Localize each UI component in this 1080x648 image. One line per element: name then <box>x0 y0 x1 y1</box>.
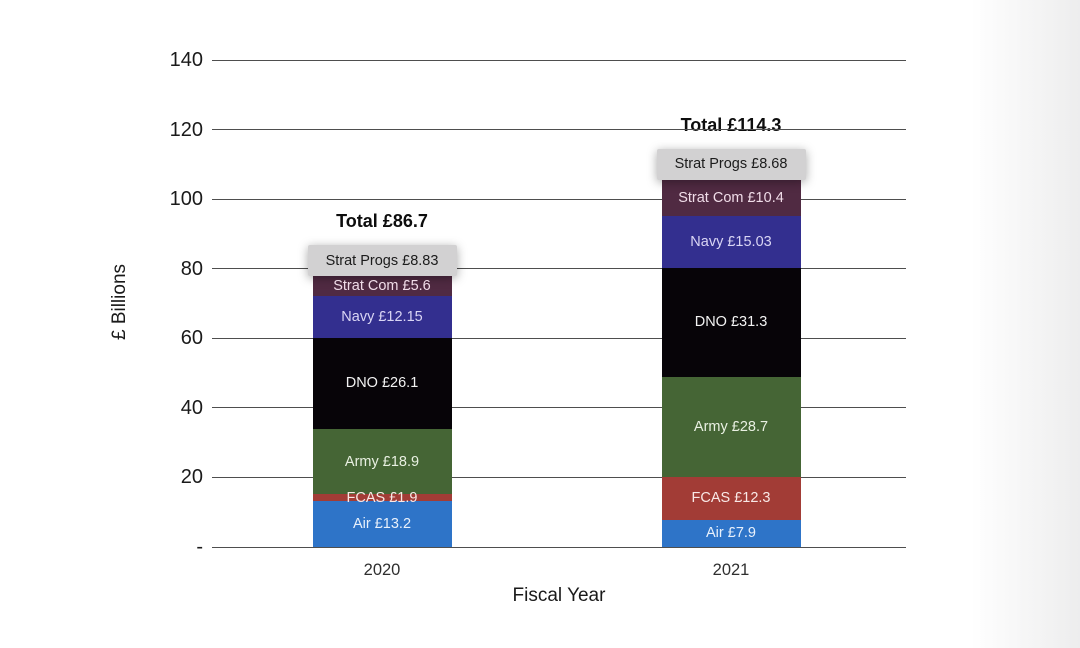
bar-segment-label: FCAS £1.9 <box>346 489 418 506</box>
bar-segment: Navy £15.03 <box>661 215 801 269</box>
bar-segment: FCAS £1.9 <box>312 490 452 506</box>
gridline <box>212 129 906 131</box>
bar-segment: Army £18.9 <box>312 428 452 495</box>
bar-segment-label: Army £18.9 <box>344 453 420 470</box>
bar-segment: Strat Progs £8.83 <box>307 245 457 277</box>
bar-segment: Strat Progs £8.68 <box>656 149 806 180</box>
gridline <box>212 268 906 270</box>
x-tick-label: 2021 <box>712 561 750 579</box>
bar-segment: Army £28.7 <box>661 376 801 477</box>
bar-segment-label: Strat Progs £8.68 <box>674 156 788 173</box>
gridline <box>212 198 906 200</box>
bar-segment-label: Navy £12.15 <box>341 308 423 325</box>
total-label: Total £86.7 <box>336 211 428 232</box>
bar-segment-label: Navy £15.03 <box>690 233 772 250</box>
x-tick-label: 2020 <box>363 561 401 579</box>
y-tick-label: 120 <box>169 118 203 141</box>
bar-segment-label: Army £28.7 <box>693 418 769 435</box>
y-tick-label: 60 <box>180 327 203 350</box>
x-axis-title: Fiscal Year <box>512 585 606 606</box>
bar-segment: FCAS £12.3 <box>661 476 801 520</box>
y-tick-label: 20 <box>180 466 203 489</box>
bar-segment: Strat Com £10.4 <box>661 179 801 216</box>
bar-segment-label: FCAS £12.3 <box>691 490 771 507</box>
bar-segment: Air £13.2 <box>312 501 452 547</box>
y-tick-label: 40 <box>180 396 203 419</box>
bar-segment-label: DNO £31.3 <box>694 314 768 331</box>
y-tick-label: 100 <box>169 188 203 211</box>
y-tick-label: 140 <box>169 49 203 71</box>
gridline <box>212 59 906 61</box>
gridline <box>212 337 906 339</box>
bar-segment-label: Strat Com £5.6 <box>333 277 431 294</box>
gridline <box>212 546 906 548</box>
y-tick-label: - <box>196 536 203 558</box>
bar-segment: DNO £31.3 <box>661 268 801 377</box>
bar-segment: DNO £26.1 <box>312 337 452 429</box>
bar-segment: Strat Com £5.6 <box>312 276 452 296</box>
bar-segment-label: Strat Progs £8.83 <box>325 252 439 269</box>
right-edge-fade <box>970 0 1080 648</box>
bar-segment-label: Strat Com £10.4 <box>678 189 784 206</box>
bar-segment: Navy £12.15 <box>312 295 452 338</box>
bar-segment-label: DNO £26.1 <box>345 375 419 392</box>
bar-segment: Air £7.9 <box>661 519 801 547</box>
y-axis-title: £ Billions <box>109 263 130 341</box>
bar-segment-label: Air £7.9 <box>706 525 756 542</box>
y-tick-label: 80 <box>180 257 203 280</box>
bar-segment-label: Air £13.2 <box>352 516 412 533</box>
total-label: Total £114.3 <box>680 115 782 136</box>
gridline <box>212 476 906 478</box>
gridline <box>212 407 906 409</box>
